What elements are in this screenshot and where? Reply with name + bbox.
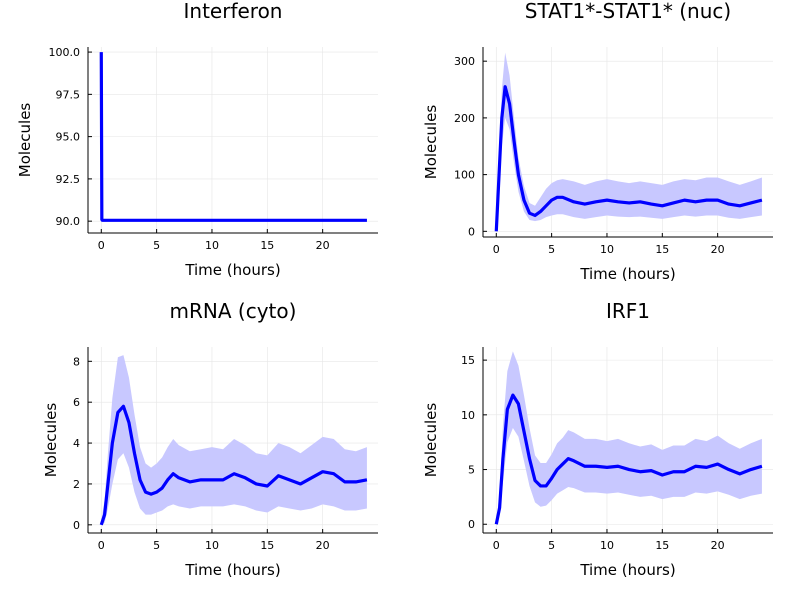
y-tick-label: 100	[454, 169, 475, 182]
chart-title: IRF1	[606, 299, 650, 323]
x-tick-label: 5	[548, 539, 555, 552]
x-tick-label: 20	[316, 539, 330, 552]
x-axis-label: Time (hours)	[184, 261, 280, 279]
y-tick-label: 95.0	[56, 131, 81, 144]
y-axis-label: Molecules	[42, 403, 60, 478]
y-tick-label: 0	[468, 225, 475, 238]
x-axis-label: Time (hours)	[579, 265, 675, 283]
x-tick-label: 10	[600, 243, 614, 256]
y-tick-label: 0	[468, 518, 475, 531]
chart-panel-3: 0 5 10 15 20 0 5 10 15 IRF1 Time (hours) Molecules	[422, 299, 773, 579]
y-axis-label: Molecules	[422, 403, 440, 478]
y-tick-label: 90.0	[56, 215, 81, 228]
series-0-band	[496, 52, 762, 232]
series-0-line	[99, 52, 367, 222]
series-0-line	[494, 85, 763, 232]
x-axis-label: Time (hours)	[579, 561, 675, 579]
y-tick-label: 300	[454, 55, 475, 68]
chart-title: STAT1*-STAT1* (nuc)	[525, 0, 731, 23]
series-0-line	[99, 404, 368, 526]
x-tick-label: 10	[600, 539, 614, 552]
chart-title: Interferon	[184, 0, 283, 23]
chart-panel-0: 0 5 10 15 20 90.0 92.5 95.0 97.5 100.0 Interferon T…	[16, 0, 378, 279]
y-tick-label: 5	[468, 464, 475, 477]
y-tick-label: 100.0	[49, 46, 81, 59]
x-tick-label: 0	[493, 243, 500, 256]
x-tick-label: 15	[260, 239, 274, 252]
series-0-band	[101, 355, 367, 525]
chart-title: mRNA (cyto)	[170, 299, 297, 323]
y-tick-label: 10	[461, 409, 475, 422]
y-tick-label: 0	[73, 519, 80, 532]
y-tick-label: 8	[73, 355, 80, 368]
series-0-band	[496, 351, 762, 525]
x-tick-label: 5	[548, 243, 555, 256]
x-tick-label: 20	[711, 243, 725, 256]
x-tick-label: 15	[655, 243, 669, 256]
x-tick-label: 20	[316, 239, 330, 252]
y-tick-label: 200	[454, 112, 475, 125]
x-tick-label: 5	[153, 539, 160, 552]
y-tick-label: 6	[73, 396, 80, 409]
x-tick-label: 10	[205, 539, 219, 552]
y-tick-label: 2	[73, 478, 80, 491]
x-tick-label: 5	[153, 239, 160, 252]
y-tick-label: 15	[461, 354, 475, 367]
x-axis-label: Time (hours)	[184, 561, 280, 579]
y-axis-label: Molecules	[16, 103, 34, 178]
chart-panel-2: 0 5 10 15 20 0 2 4 6 8 mRNA (cyto) Time (hours) Mole…	[42, 299, 378, 579]
x-tick-label: 15	[260, 539, 274, 552]
x-tick-label: 20	[711, 539, 725, 552]
y-axis-label: Molecules	[422, 105, 440, 180]
x-tick-label: 10	[205, 239, 219, 252]
y-tick-label: 92.5	[56, 173, 81, 186]
x-tick-label: 0	[98, 539, 105, 552]
y-tick-label: 97.5	[56, 88, 81, 101]
x-tick-label: 0	[98, 239, 105, 252]
series-0-line	[494, 393, 763, 525]
y-tick-label: 4	[73, 437, 80, 450]
x-tick-label: 15	[655, 539, 669, 552]
x-tick-label: 0	[493, 539, 500, 552]
